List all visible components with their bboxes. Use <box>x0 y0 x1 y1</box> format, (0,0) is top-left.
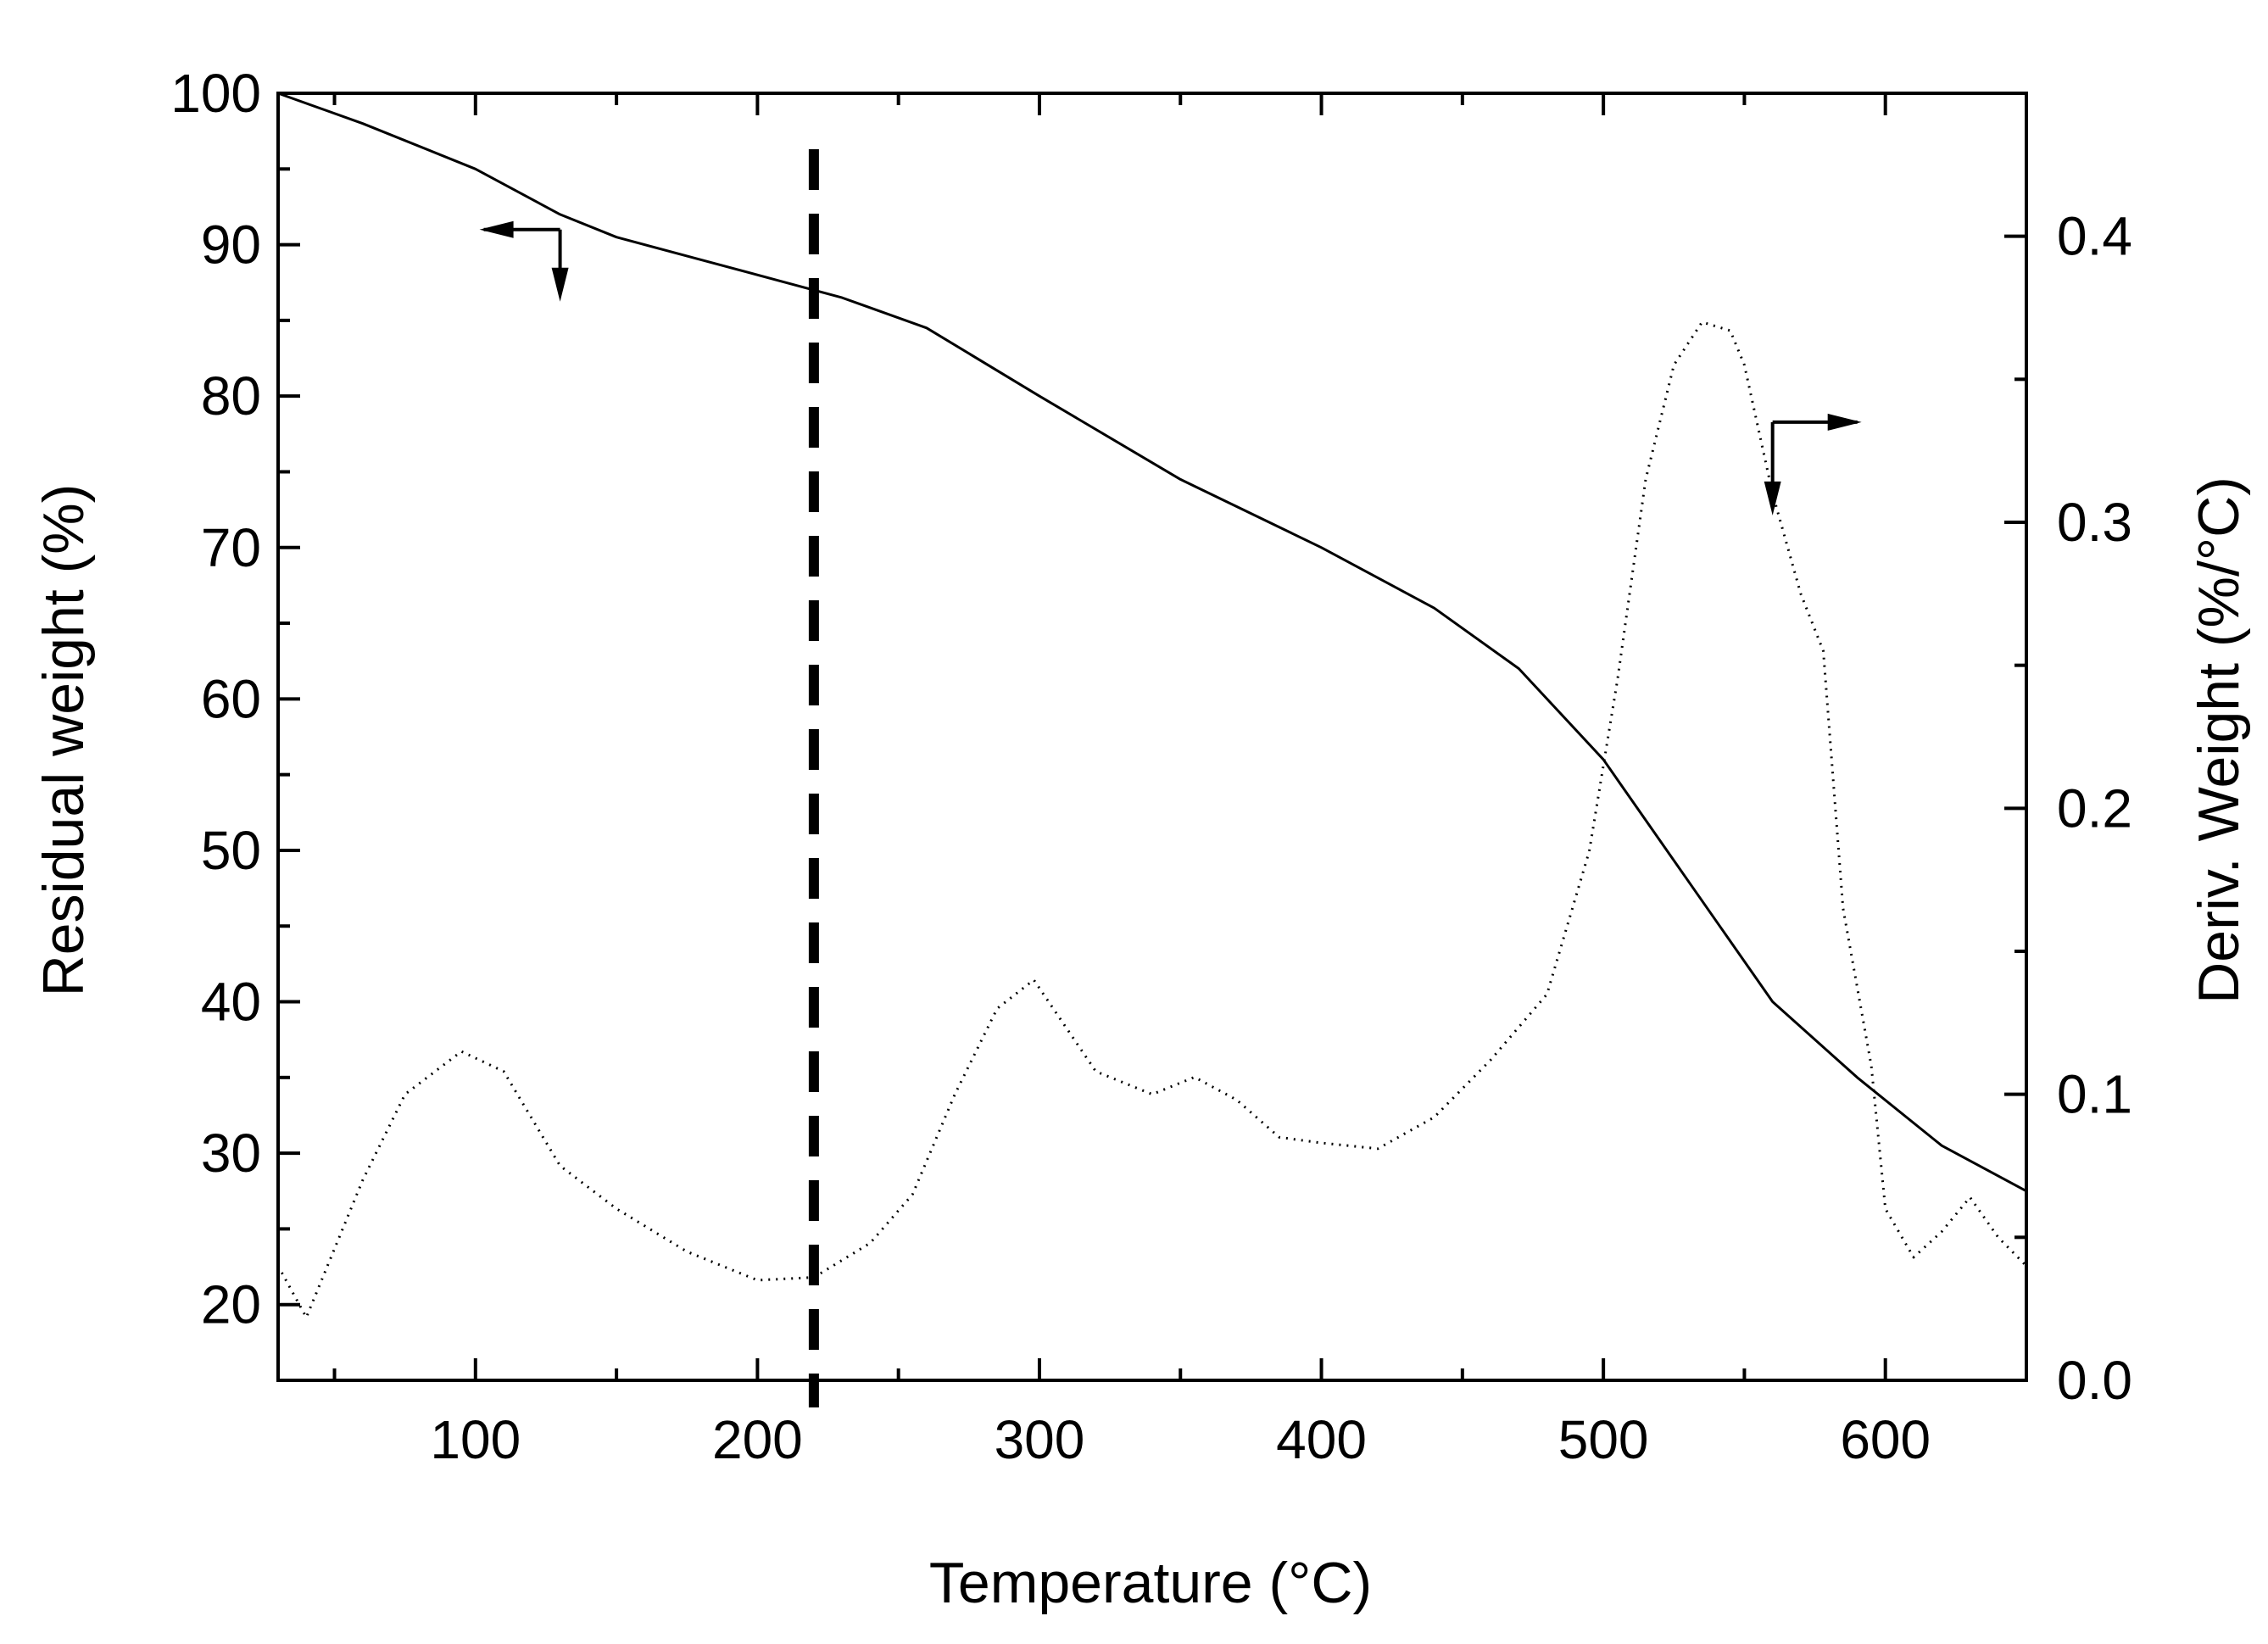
y-left-tick-label: 100 <box>170 63 261 124</box>
arrow-right-head <box>1827 413 1862 431</box>
x-tick-label: 100 <box>430 1409 521 1470</box>
y-left-tick-label: 20 <box>201 1274 261 1335</box>
y-right-tick-label: 0.4 <box>2057 206 2132 267</box>
y-axis-left-title: Residual weight (%) <box>31 484 96 997</box>
y-right-tick-label: 0.2 <box>2057 777 2132 839</box>
y-left-tick-label: 70 <box>201 517 261 578</box>
y-left-tick-label: 50 <box>201 820 261 881</box>
y-right-tick-label: 0.1 <box>2057 1064 2132 1125</box>
plot-area <box>276 92 2028 1407</box>
y-left-tick-label: 60 <box>201 668 261 729</box>
axes: 100 200 300 400 500 600 20 30 40 50 60 70 80 90 100 0.0… <box>170 63 2132 1470</box>
y-right-tick-label: 0.3 <box>2057 492 2132 553</box>
y-left-tick-label: 30 <box>201 1123 261 1184</box>
y-left-tick-label: 90 <box>201 215 261 276</box>
residual-weight-line <box>277 92 2027 1193</box>
y-right-tick-label: 0.0 <box>2057 1350 2132 1411</box>
x-tick-label: 600 <box>1840 1409 1931 1470</box>
arrow-left-head <box>479 220 514 238</box>
y-axis-right-title: Deriv. Weight (%/°C) <box>2187 476 2251 1004</box>
y-left-tick-label: 40 <box>201 972 261 1033</box>
x-tick-label: 200 <box>712 1409 803 1470</box>
x-tick-label: 500 <box>1558 1409 1649 1470</box>
left-axis-arrow-annotation <box>479 220 569 302</box>
x-tick-label: 400 <box>1276 1409 1367 1470</box>
right-axis-arrow-annotation <box>1764 413 1862 515</box>
arrow-down-head <box>1764 481 1781 515</box>
x-axis-title: Temperature (°C) <box>929 1551 1372 1615</box>
y-left-tick-label: 80 <box>201 365 261 426</box>
plot-frame <box>276 92 2028 1382</box>
x-tick-label: 300 <box>995 1409 1085 1470</box>
arrow-down-head <box>551 267 569 302</box>
